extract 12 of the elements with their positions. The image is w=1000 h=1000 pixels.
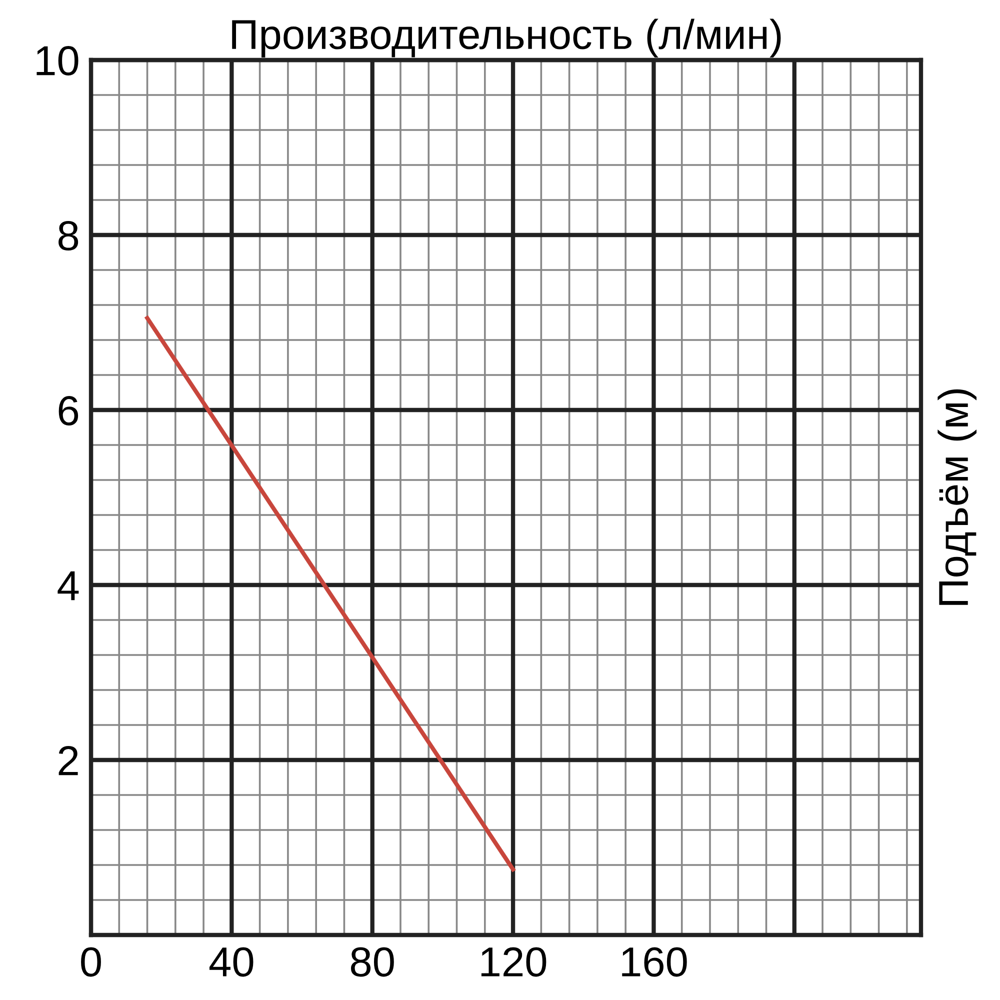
chart-title: Производительность (л/мин) xyxy=(232,18,781,58)
y-tick-label: 6 xyxy=(58,396,78,426)
x-tick-label: 0 xyxy=(81,947,101,977)
y-tick-label: 4 xyxy=(58,571,79,600)
x-tick-label: 120 xyxy=(481,947,546,977)
y-tick-label: 2 xyxy=(58,746,78,776)
y-tick-label: 10 xyxy=(36,46,78,76)
x-tick-label: 160 xyxy=(622,947,687,977)
x-tick-label: 40 xyxy=(209,947,254,977)
x-tick-label: 80 xyxy=(350,947,394,977)
y-tick-label: 8 xyxy=(58,221,78,251)
y-axis-title: Подъём (м) xyxy=(938,389,976,605)
